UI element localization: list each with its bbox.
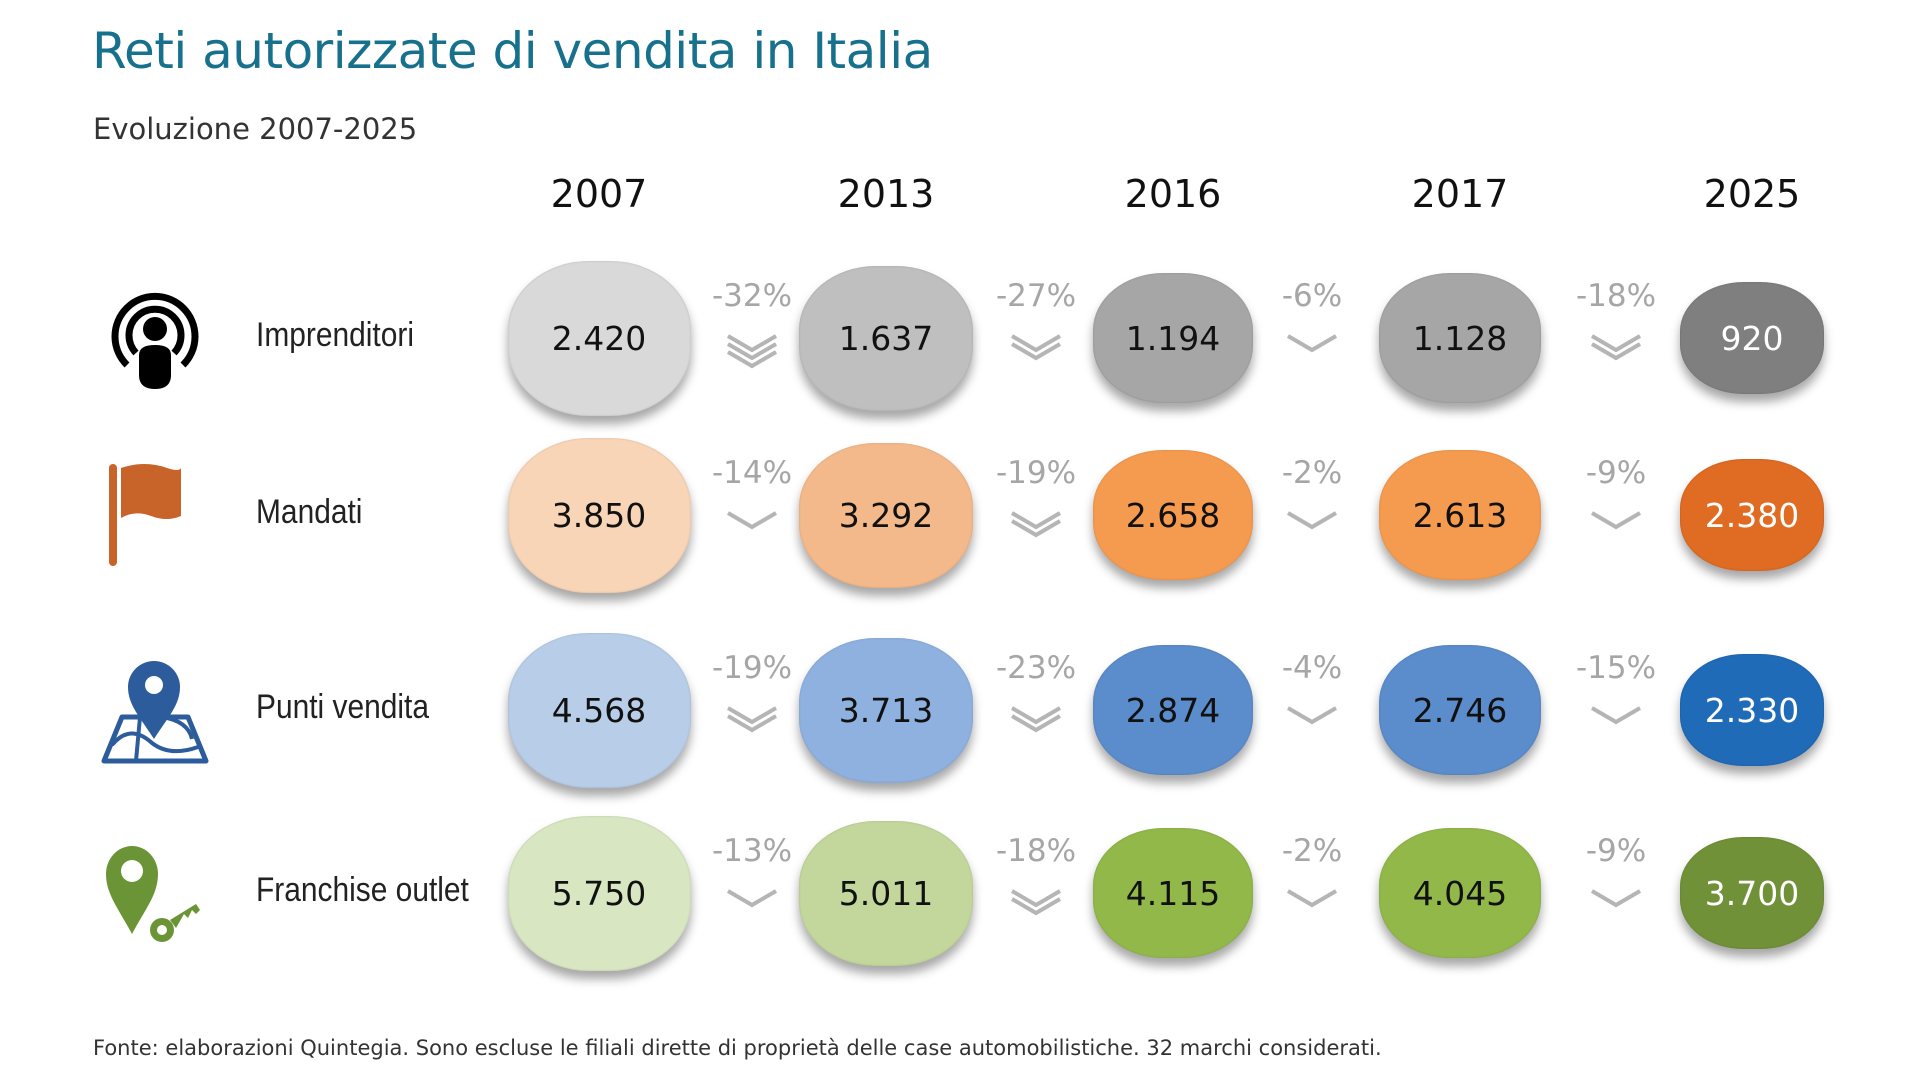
row-label: Mandati xyxy=(256,493,363,531)
value-label: 1.637 xyxy=(838,318,934,358)
value-box: 3.850 xyxy=(507,437,691,593)
value-box: 1.128 xyxy=(1379,273,1541,403)
change-percent: -23% xyxy=(995,650,1077,686)
value-label: 2.874 xyxy=(1125,690,1221,730)
value-box: 5.011 xyxy=(799,820,973,966)
value-box: 3.713 xyxy=(799,637,973,783)
value-label: 5.011 xyxy=(838,873,934,913)
value-label: 5.750 xyxy=(551,873,647,913)
pin-key-icon xyxy=(100,838,210,948)
value-label: 4.045 xyxy=(1412,873,1508,913)
value-box: 2.746 xyxy=(1379,645,1541,775)
page-title: Reti autorizzate di vendita in Italia xyxy=(92,22,933,80)
value-label: 920 xyxy=(1720,318,1784,358)
chevron-down-icon xyxy=(722,700,782,748)
change-percent: -15% xyxy=(1575,650,1657,686)
page-subtitle: Evoluzione 2007-2025 xyxy=(93,112,418,146)
change-percent: -13% xyxy=(711,833,793,869)
value-box: 4.045 xyxy=(1379,828,1541,958)
value-label: 3.292 xyxy=(838,495,934,535)
year-header: 2016 xyxy=(1124,172,1222,216)
value-label: 3.713 xyxy=(838,690,934,730)
value-label: 2.746 xyxy=(1412,690,1508,730)
podcast-person-icon xyxy=(100,283,210,393)
year-header: 2013 xyxy=(837,172,935,216)
chevron-down-icon xyxy=(1586,328,1646,376)
chevron-down-icon xyxy=(1006,505,1066,553)
value-box: 4.115 xyxy=(1093,828,1253,958)
change-percent: -9% xyxy=(1585,833,1647,869)
value-label: 3.850 xyxy=(551,495,647,535)
map-pin-icon xyxy=(100,655,210,765)
change-percent: -6% xyxy=(1281,278,1343,314)
value-label: 4.115 xyxy=(1125,873,1221,913)
value-label: 2.330 xyxy=(1704,690,1800,730)
value-label: 2.420 xyxy=(551,318,647,358)
row-label: Imprenditori xyxy=(256,316,414,354)
value-label: 1.194 xyxy=(1125,318,1221,358)
value-label: 2.613 xyxy=(1412,495,1508,535)
chevron-down-icon xyxy=(1006,328,1066,376)
chevron-down-icon xyxy=(1006,883,1066,931)
flag-icon xyxy=(100,460,210,570)
value-box: 2.613 xyxy=(1379,450,1541,580)
value-box: 1.194 xyxy=(1093,273,1253,403)
chevron-down-icon xyxy=(1006,700,1066,748)
chevron-down-icon xyxy=(1586,505,1646,553)
change-percent: -14% xyxy=(711,455,793,491)
chevron-down-icon xyxy=(722,883,782,931)
year-header: 2025 xyxy=(1703,172,1801,216)
value-label: 2.658 xyxy=(1125,495,1221,535)
chevron-down-icon xyxy=(722,328,782,376)
change-percent: -19% xyxy=(995,455,1077,491)
value-label: 1.128 xyxy=(1412,318,1508,358)
chevron-down-icon xyxy=(1282,505,1342,553)
change-percent: -2% xyxy=(1281,455,1343,491)
row-label: Punti vendita xyxy=(256,688,430,726)
value-box: 2.420 xyxy=(507,260,691,416)
value-box: 2.330 xyxy=(1680,654,1824,766)
chevron-down-icon xyxy=(1282,700,1342,748)
change-percent: -2% xyxy=(1281,833,1343,869)
chevron-down-icon xyxy=(1282,328,1342,376)
value-box: 2.658 xyxy=(1093,450,1253,580)
value-box: 1.637 xyxy=(799,265,973,411)
value-box: 5.750 xyxy=(507,815,691,971)
change-percent: -32% xyxy=(711,278,793,314)
value-label: 3.700 xyxy=(1704,873,1800,913)
chevron-down-icon xyxy=(1586,700,1646,748)
year-header: 2007 xyxy=(550,172,648,216)
change-percent: -19% xyxy=(711,650,793,686)
year-header: 2017 xyxy=(1411,172,1509,216)
value-box: 4.568 xyxy=(507,632,691,788)
value-box: 920 xyxy=(1680,282,1824,394)
change-percent: -18% xyxy=(995,833,1077,869)
chevron-down-icon xyxy=(722,505,782,553)
change-percent: -9% xyxy=(1585,455,1647,491)
value-box: 3.292 xyxy=(799,442,973,588)
chevron-down-icon xyxy=(1282,883,1342,931)
change-percent: -18% xyxy=(1575,278,1657,314)
value-label: 4.568 xyxy=(551,690,647,730)
source-footnote: Fonte: elaborazioni Quintegia. Sono escl… xyxy=(93,1036,1382,1060)
change-percent: -4% xyxy=(1281,650,1343,686)
value-label: 2.380 xyxy=(1704,495,1800,535)
value-box: 2.874 xyxy=(1093,645,1253,775)
change-percent: -27% xyxy=(995,278,1077,314)
value-box: 3.700 xyxy=(1680,837,1824,949)
row-label: Franchise outlet xyxy=(256,871,469,909)
chevron-down-icon xyxy=(1586,883,1646,931)
value-box: 2.380 xyxy=(1680,459,1824,571)
